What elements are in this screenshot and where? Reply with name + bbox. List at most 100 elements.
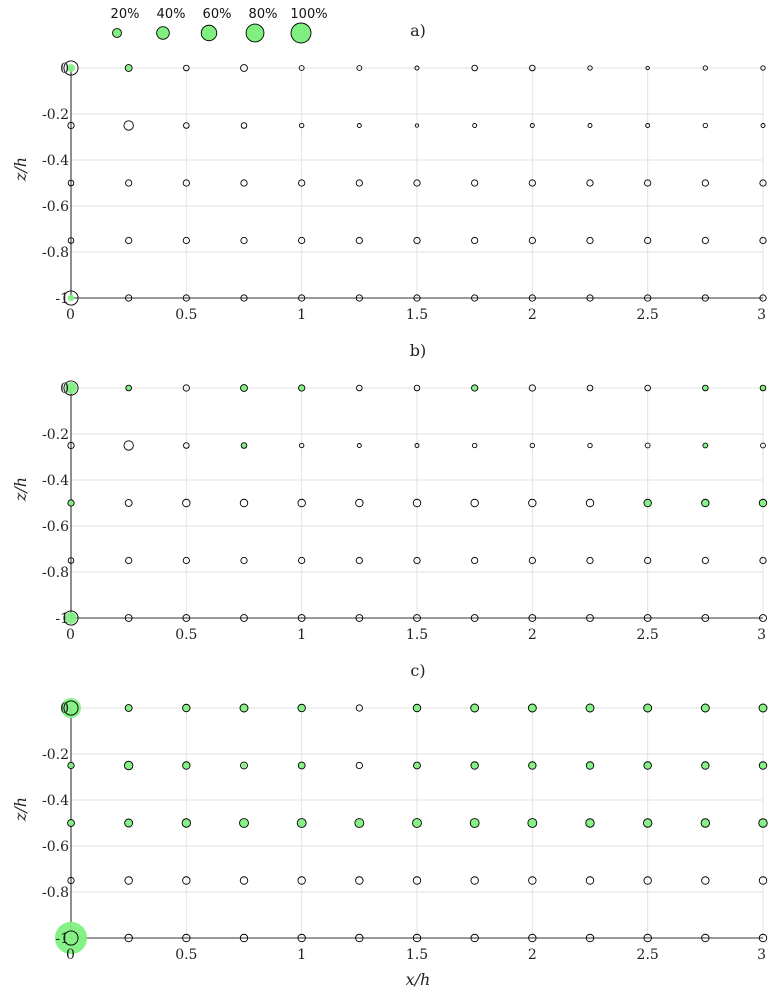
green-bubble — [297, 704, 306, 712]
outline-bubble — [470, 614, 479, 622]
green-bubble — [125, 385, 132, 391]
x-tick-label: 2.5 — [637, 307, 659, 323]
green-bubble — [125, 704, 133, 712]
outline-bubble — [356, 443, 362, 448]
green-bubble — [182, 704, 191, 712]
outline-bubble — [643, 761, 652, 770]
outline-bubble — [67, 179, 75, 187]
green-bubble — [470, 818, 480, 828]
legend-label: 60% — [203, 7, 232, 22]
outline-bubble — [471, 236, 479, 245]
outline-bubble — [528, 761, 537, 770]
outline-bubble — [586, 294, 594, 302]
outline-bubble — [528, 384, 536, 392]
outline-bubble — [642, 818, 653, 828]
y-tick-label: 0 — [60, 381, 69, 397]
outline-bubble — [528, 498, 537, 508]
outline-bubble — [758, 818, 768, 828]
legend-marker-40 — [156, 26, 170, 40]
outline-bubble — [298, 65, 305, 71]
green-bubble — [759, 704, 767, 712]
green-bubble — [54, 921, 88, 955]
panel-title: a) — [410, 21, 426, 40]
outline-bubble — [297, 933, 306, 943]
outline-bubble — [760, 65, 766, 71]
outline-bubble — [63, 610, 79, 626]
green-bubble — [470, 704, 479, 712]
outline-bubble — [585, 818, 595, 828]
green-bubble — [413, 762, 421, 769]
outline-bubble — [67, 876, 75, 885]
outline-bubble — [759, 384, 767, 392]
outline-bubble — [414, 443, 420, 448]
green-bubble — [67, 819, 75, 827]
outline-bubble — [529, 123, 535, 128]
outline-bubble — [644, 179, 652, 187]
outline-bubble — [63, 930, 79, 946]
outline-bubble — [298, 384, 306, 392]
outline-bubble — [758, 703, 768, 713]
outline-bubble — [297, 876, 306, 885]
green-bubble — [701, 761, 710, 770]
green-bubble — [67, 499, 75, 507]
y-tick-label: -0.4 — [42, 153, 69, 169]
outline-bubble — [240, 614, 248, 622]
outline-bubble — [124, 64, 133, 72]
outline-bubble — [413, 179, 421, 187]
outline-bubble — [124, 499, 133, 507]
x-tick-label: 2.5 — [637, 627, 659, 643]
outline-bubble — [296, 818, 307, 828]
y-tick-label: -1 — [55, 611, 69, 627]
outline-bubble — [182, 614, 191, 622]
outline-bubble — [759, 614, 767, 622]
outline-bubble — [297, 614, 306, 622]
green-bubble — [298, 384, 305, 392]
outline-bubble — [355, 179, 363, 187]
green-bubble — [702, 385, 709, 391]
x-tick-label: 1 — [297, 307, 306, 323]
outline-bubble — [758, 761, 768, 770]
green-bubble — [701, 499, 710, 507]
outline-bubble — [700, 818, 711, 828]
outline-bubble — [471, 442, 478, 449]
outline-bubble — [585, 876, 595, 885]
outline-bubble — [298, 556, 306, 565]
outline-bubble — [356, 123, 362, 128]
outline-bubble — [182, 761, 191, 770]
outline-bubble — [470, 876, 479, 885]
green-bubble — [298, 762, 306, 769]
outline-bubble — [471, 294, 479, 302]
outline-bubble — [182, 294, 190, 302]
green-bubble — [702, 443, 708, 448]
outline-bubble — [413, 556, 421, 565]
outline-bubble — [182, 556, 190, 565]
x-tick-label: 1 — [297, 627, 306, 643]
y-tick-label: -0.4 — [42, 473, 69, 489]
outline-bubble — [67, 121, 75, 130]
outline-bubble — [587, 123, 593, 128]
legend-marker-80 — [245, 23, 265, 43]
outline-bubble — [471, 64, 478, 72]
outline-bubble — [759, 236, 767, 245]
outline-bubble — [644, 236, 652, 245]
y-tick-label: -0.4 — [42, 793, 69, 809]
outline-bubble — [701, 761, 710, 770]
outline-bubble — [527, 703, 537, 713]
legend-marker-60 — [200, 24, 218, 42]
outline-bubble — [643, 876, 652, 885]
outline-bubble — [182, 703, 191, 713]
outline-bubble — [355, 556, 363, 565]
outline-bubble — [298, 236, 306, 245]
outline-bubble — [240, 556, 248, 565]
outline-bubble — [528, 179, 536, 187]
outline-bubble — [354, 818, 365, 828]
legend-label: 100% — [290, 7, 327, 22]
outline-bubble — [702, 122, 709, 129]
green-bubble — [297, 818, 307, 828]
green-bubble — [125, 65, 132, 71]
outline-bubble — [469, 818, 480, 828]
x-tick-label: 0.5 — [175, 307, 197, 323]
y-tick-label: -0.2 — [42, 747, 69, 763]
outline-bubble — [585, 761, 595, 770]
y-axis-label: z/h — [11, 157, 30, 182]
